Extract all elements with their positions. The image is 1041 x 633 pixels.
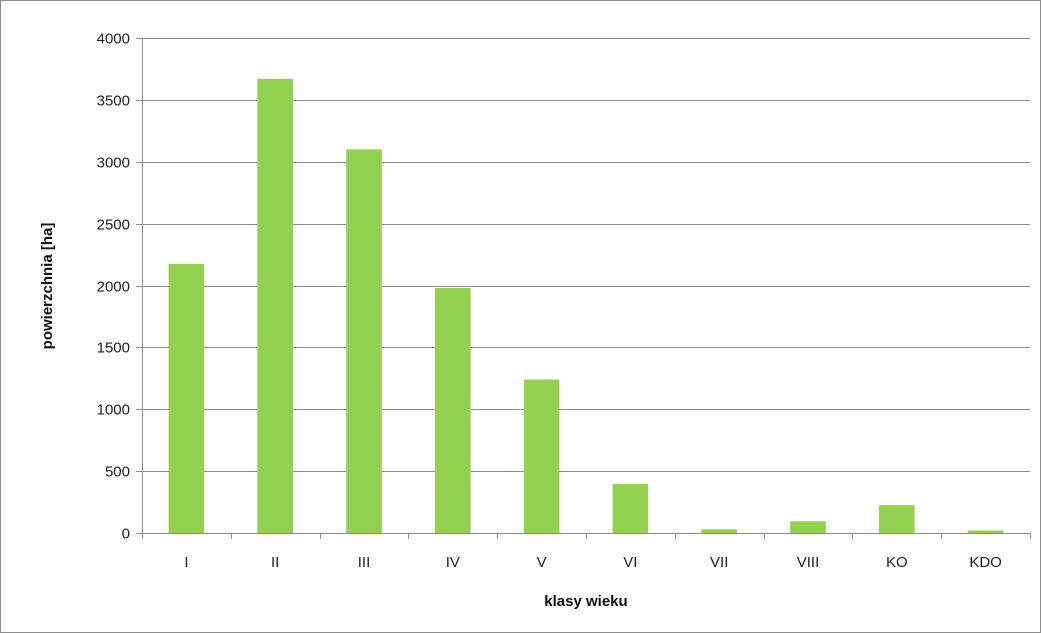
y-tick-label: 2500: [97, 217, 130, 234]
y-tick-label: 500: [105, 464, 130, 481]
bar-iii: [346, 149, 382, 533]
x-tick-label: V: [537, 554, 547, 571]
x-tick-label: VI: [623, 554, 637, 571]
bar-ko: [879, 505, 915, 533]
bar-vii: [701, 529, 737, 533]
y-tick-label: 1000: [97, 402, 130, 419]
bar-iv: [435, 287, 471, 533]
bar-i: [168, 263, 205, 533]
bar-vi: [612, 484, 649, 533]
bars: [168, 78, 1004, 534]
y-tick-label: 2000: [97, 279, 130, 296]
x-tick-label: VIII: [797, 554, 820, 571]
y-tick-label: 3500: [97, 93, 130, 110]
bar-v: [523, 379, 560, 533]
x-axis-title: klasy wieku: [544, 593, 627, 610]
bar-kdo: [967, 530, 1004, 533]
y-axis-title: powierzchnia [ha]: [39, 223, 56, 350]
y-tick-label: 1500: [97, 340, 130, 357]
x-tick-label: VII: [710, 554, 728, 571]
x-tick-label: III: [358, 554, 371, 571]
x-tick-label: KO: [886, 554, 908, 571]
y-tick-label: 3000: [97, 155, 130, 172]
x-tick-label: IV: [446, 554, 460, 571]
y-tick-label: 4000: [97, 31, 130, 48]
x-tick-label: II: [271, 554, 279, 571]
x-tick-label: I: [184, 554, 188, 571]
y-tick-label: 0: [122, 526, 130, 543]
axes: [136, 38, 1031, 539]
x-tick-label: KDO: [969, 554, 1002, 571]
bar-viii: [790, 521, 826, 533]
bar-ii: [257, 78, 293, 534]
